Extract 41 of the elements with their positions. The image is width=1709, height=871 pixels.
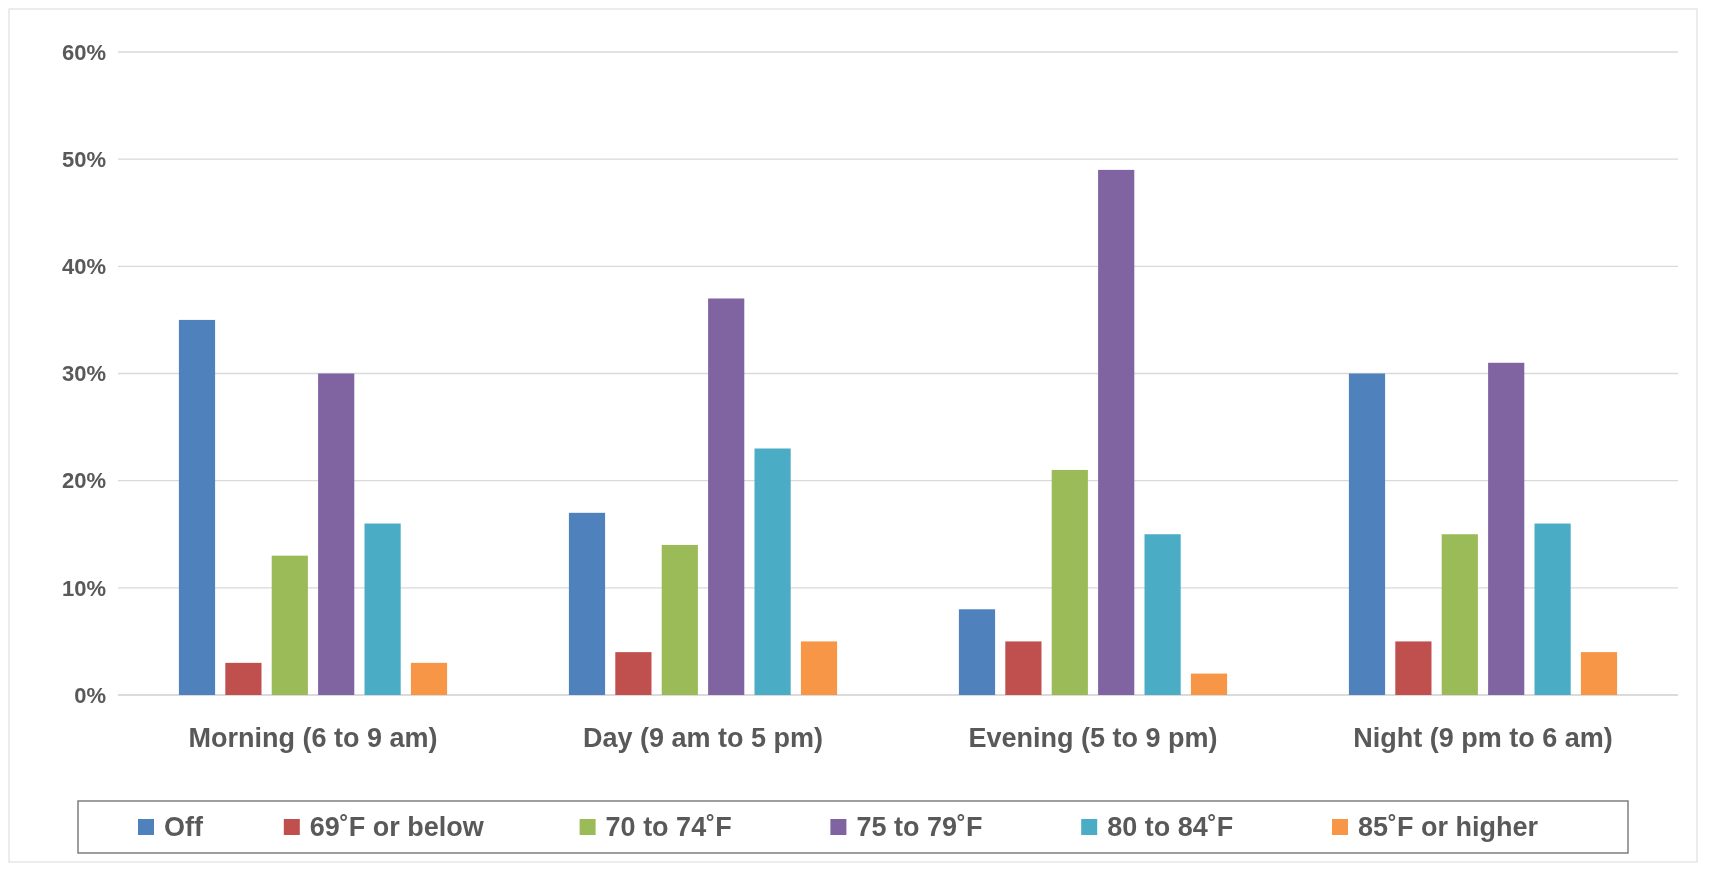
x-tick-label: Night (9 pm to 6 am) [1353, 723, 1613, 753]
legend-label: 75 to 79˚F [856, 812, 983, 843]
bar [1488, 362, 1525, 695]
bar [178, 319, 216, 695]
bar [661, 544, 698, 695]
bar [1348, 373, 1386, 695]
bar [364, 523, 401, 695]
x-tick-label: Day (9 am to 5 pm) [582, 723, 824, 753]
y-tick-label: 60% [61, 39, 106, 65]
bar [318, 373, 355, 695]
bar [1190, 673, 1228, 695]
y-tick-label: 50% [61, 146, 106, 172]
x-tick-label: Evening (5 to 9 pm) [968, 723, 1218, 753]
bar [568, 512, 606, 695]
y-tick-label: 20% [61, 468, 106, 494]
bar [615, 652, 652, 695]
legend-label: 70 to 74˚F [605, 812, 732, 843]
bar [225, 662, 262, 695]
bar [1051, 469, 1088, 695]
bar [1098, 169, 1135, 695]
y-tick-label: 0% [74, 682, 106, 708]
bar [410, 662, 448, 695]
bar [1580, 652, 1618, 695]
bar [958, 609, 996, 695]
bar [1144, 534, 1181, 695]
legend-label: 85˚F or higher [1358, 812, 1539, 843]
bar [754, 448, 791, 695]
x-tick-label: Morning (6 to 9 am) [188, 723, 438, 753]
bar [1534, 523, 1571, 695]
legend-label: 80 to 84˚F [1107, 812, 1234, 843]
y-tick-label: 40% [61, 254, 106, 280]
bar [1005, 641, 1042, 695]
legend-label: Off [164, 812, 204, 843]
bar [271, 555, 308, 695]
legend-label: 69˚F or below [309, 812, 485, 843]
bar [800, 641, 838, 695]
bar [1395, 641, 1432, 695]
y-tick-label: 30% [61, 361, 106, 387]
bar [708, 298, 745, 695]
y-tick-label: 10% [61, 575, 106, 601]
bar [1441, 534, 1478, 695]
